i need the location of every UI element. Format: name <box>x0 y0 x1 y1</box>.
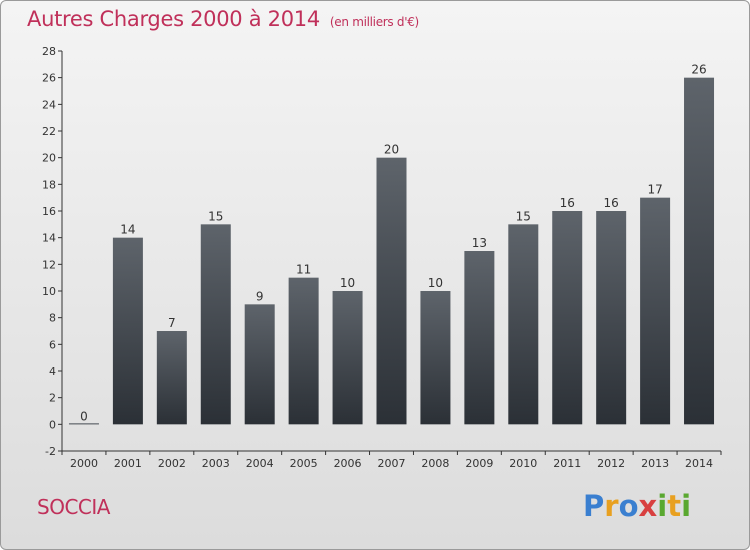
y-tick-label: 2 <box>49 392 56 405</box>
y-tick-label: 14 <box>42 232 56 245</box>
logo-letter: P <box>583 489 605 523</box>
x-tick-label: 2001 <box>114 457 142 470</box>
commune-name: SOCCIA <box>37 495 110 519</box>
data-label: 16 <box>604 196 619 210</box>
x-tick-label: 2012 <box>597 457 625 470</box>
y-tick-label: 28 <box>42 45 56 58</box>
x-tick-label: 2014 <box>685 457 713 470</box>
bars <box>68 77 715 425</box>
x-tick-label: 2003 <box>202 457 230 470</box>
y-tick-label: 20 <box>42 152 56 165</box>
data-label: 10 <box>428 276 443 290</box>
bar <box>112 237 143 425</box>
x-tick-label: 2010 <box>509 457 537 470</box>
y-tick-label: -2 <box>45 445 56 458</box>
data-label: 9 <box>256 289 264 303</box>
bar <box>200 224 231 425</box>
proxiti-logo: Proxiti <box>583 489 691 523</box>
x-tick-label: 2006 <box>334 457 362 470</box>
bar <box>552 211 583 425</box>
y-tick-label: 18 <box>42 178 56 191</box>
data-label: 15 <box>516 209 531 223</box>
x-tick-label: 2013 <box>641 457 669 470</box>
chart-title-text: Autres Charges 2000 à 2014 <box>27 7 320 31</box>
data-label: 7 <box>168 316 176 330</box>
data-label: 26 <box>691 63 706 77</box>
x-tick-label: 2005 <box>290 457 318 470</box>
x-tick-label: 2000 <box>70 457 98 470</box>
bar <box>596 211 627 425</box>
data-label: 13 <box>472 236 487 250</box>
y-tick-label: 22 <box>42 125 56 138</box>
y-tick-label: 6 <box>49 338 56 351</box>
bar <box>244 304 275 425</box>
data-label: 0 <box>80 409 88 423</box>
bar <box>464 251 495 425</box>
x-tick-label: 2009 <box>465 457 493 470</box>
y-tick-label: 12 <box>42 258 56 271</box>
y-tick-label: 8 <box>49 312 56 325</box>
logo-letter: x <box>638 489 658 523</box>
x-tick-label: 2008 <box>421 457 449 470</box>
chart-unit: (en milliers d'€) <box>329 15 419 29</box>
bar <box>508 224 539 425</box>
y-tick-label: 24 <box>42 98 56 111</box>
data-label: 11 <box>296 263 311 277</box>
y-tick-label: 4 <box>49 365 56 378</box>
logo-letter: t <box>667 489 682 523</box>
data-labels: 0 14 7 15 9 11 10 20 10 13 15 16 16 17 26 <box>80 63 707 424</box>
y-tick-label: 26 <box>42 72 56 85</box>
data-label: 20 <box>384 143 399 157</box>
bar <box>420 291 451 425</box>
data-label: 17 <box>647 183 662 197</box>
data-label: 14 <box>120 223 135 237</box>
y-tick-label: 16 <box>42 205 56 218</box>
chart-title: Autres Charges 2000 à 2014 (en milliers d… <box>27 7 419 31</box>
x-tick-label: 2004 <box>246 457 274 470</box>
logo-letter: i <box>657 489 668 523</box>
bar <box>332 291 363 425</box>
bar <box>376 157 407 425</box>
x-tick-label: 2011 <box>553 457 581 470</box>
logo-letter: r <box>604 489 619 523</box>
bar <box>156 331 187 425</box>
logo-letter: o <box>618 489 639 523</box>
x-tick-label: 2002 <box>158 457 186 470</box>
bar <box>68 423 99 425</box>
data-label: 16 <box>560 196 575 210</box>
logo-letter: i <box>681 489 692 523</box>
x-axis: 2000 2001 2002 2003 2004 2005 2006 2007 2008 2009… <box>61 450 722 470</box>
y-tick-label: 10 <box>42 285 56 298</box>
x-tick-label: 2007 <box>378 457 406 470</box>
data-label: 15 <box>208 209 223 223</box>
bar <box>288 277 319 425</box>
data-label: 10 <box>340 276 355 290</box>
y-tick-label: 0 <box>49 418 56 431</box>
bar <box>684 77 715 425</box>
bar <box>640 197 671 425</box>
